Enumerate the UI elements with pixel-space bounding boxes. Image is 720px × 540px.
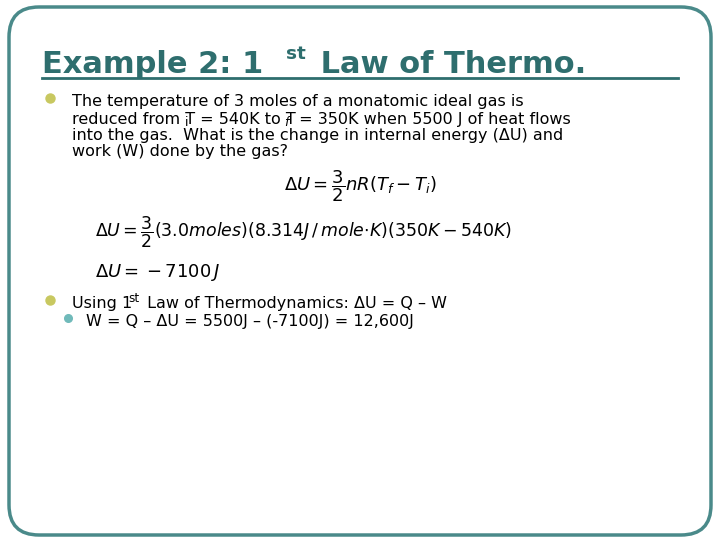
Text: work (W) done by the gas?: work (W) done by the gas?	[72, 144, 288, 159]
Text: i: i	[185, 116, 189, 129]
Text: Law of Thermodynamics: ΔU = Q – W: Law of Thermodynamics: ΔU = Q – W	[142, 296, 447, 311]
Text: The temperature of 3 moles of a monatomic ideal gas is: The temperature of 3 moles of a monatomi…	[72, 94, 523, 109]
Text: = 540K to T: = 540K to T	[195, 112, 296, 127]
Text: $\Delta U = \dfrac{3}{2}(3.0 moles)(8.314 J\,/\,mole{\cdot}K)(350K - 540K)$: $\Delta U = \dfrac{3}{2}(3.0 moles)(8.31…	[95, 215, 512, 251]
Text: W = Q – ΔU = 5500J – (-7100J) = 12,600J: W = Q – ΔU = 5500J – (-7100J) = 12,600J	[86, 314, 414, 329]
Text: into the gas.  What is the change in internal energy (ΔU) and: into the gas. What is the change in inte…	[72, 128, 563, 143]
Text: $\Delta U = \dfrac{3}{2}nR(T_f - T_i)$: $\Delta U = \dfrac{3}{2}nR(T_f - T_i)$	[284, 168, 436, 204]
Text: Using 1: Using 1	[72, 296, 132, 311]
Text: f: f	[284, 116, 289, 129]
FancyBboxPatch shape	[9, 7, 711, 535]
Text: st: st	[286, 45, 306, 63]
Text: st: st	[128, 292, 139, 305]
Text: reduced from T: reduced from T	[72, 112, 195, 127]
Text: Example 2: 1: Example 2: 1	[42, 50, 264, 79]
Text: = 350K when 5500 J of heat flows: = 350K when 5500 J of heat flows	[294, 112, 571, 127]
Text: $\Delta U = -7100\,J$: $\Delta U = -7100\,J$	[95, 262, 220, 283]
Text: Law of Thermo.: Law of Thermo.	[310, 50, 586, 79]
